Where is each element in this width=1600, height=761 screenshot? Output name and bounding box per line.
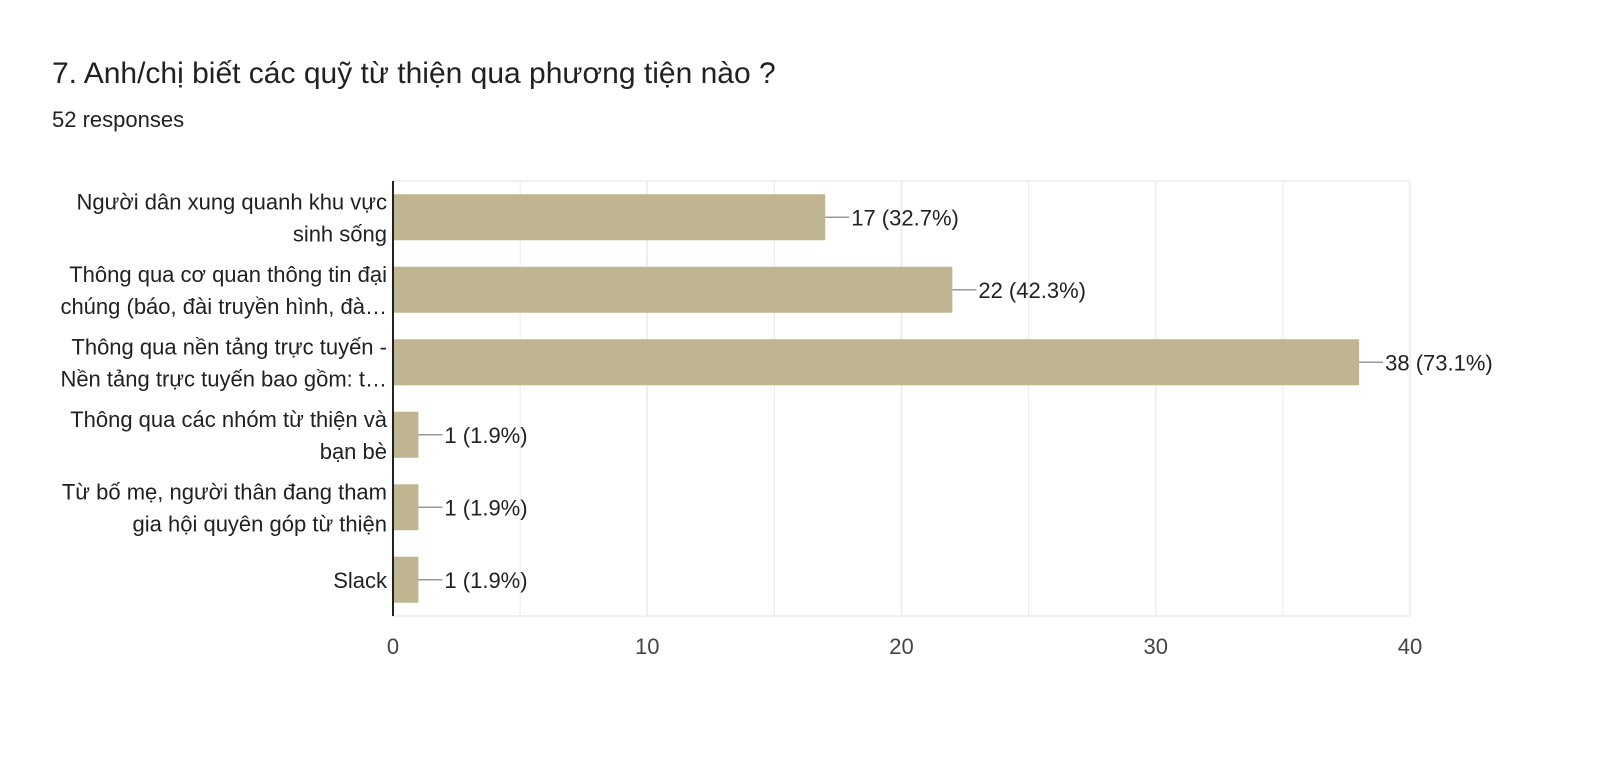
category-label: Thông qua các nhóm từ thiện và <box>70 407 388 432</box>
bar <box>393 557 418 603</box>
value-label: 38 (73.1%) <box>1385 350 1493 375</box>
x-tick-label: 0 <box>387 634 399 659</box>
category-label: Người dân xung quanh khu vực <box>76 189 387 214</box>
category-label: chúng (báo, đài truyền hình, đà… <box>60 294 387 319</box>
category-label: sinh sống <box>293 221 387 246</box>
category-label: Từ bố mẹ, người thân đang tham <box>62 479 387 504</box>
category-label: Thông qua nền tảng trực tuyến - <box>71 334 387 359</box>
x-tick-label: 10 <box>635 634 659 659</box>
category-label: Nền tảng trực tuyến bao gồm: t… <box>60 366 387 391</box>
x-tick-label: 20 <box>889 634 913 659</box>
bar <box>393 484 418 530</box>
bar <box>393 339 1359 385</box>
category-label: Thông qua cơ quan thông tin đại <box>69 262 387 287</box>
bar <box>393 267 952 313</box>
category-label: Slack <box>333 568 388 593</box>
x-tick-label: 40 <box>1398 634 1422 659</box>
category-label: gia hội quyên góp từ thiện <box>133 511 387 536</box>
value-label: 1 (1.9%) <box>444 568 527 593</box>
value-label: 1 (1.9%) <box>444 495 527 520</box>
x-tick-label: 30 <box>1144 634 1168 659</box>
category-label: bạn bè <box>320 439 387 464</box>
bar <box>393 412 418 458</box>
value-label: 17 (32.7%) <box>851 205 959 230</box>
value-label: 1 (1.9%) <box>444 423 527 448</box>
value-label: 22 (42.3%) <box>978 278 1086 303</box>
bar <box>393 194 825 240</box>
